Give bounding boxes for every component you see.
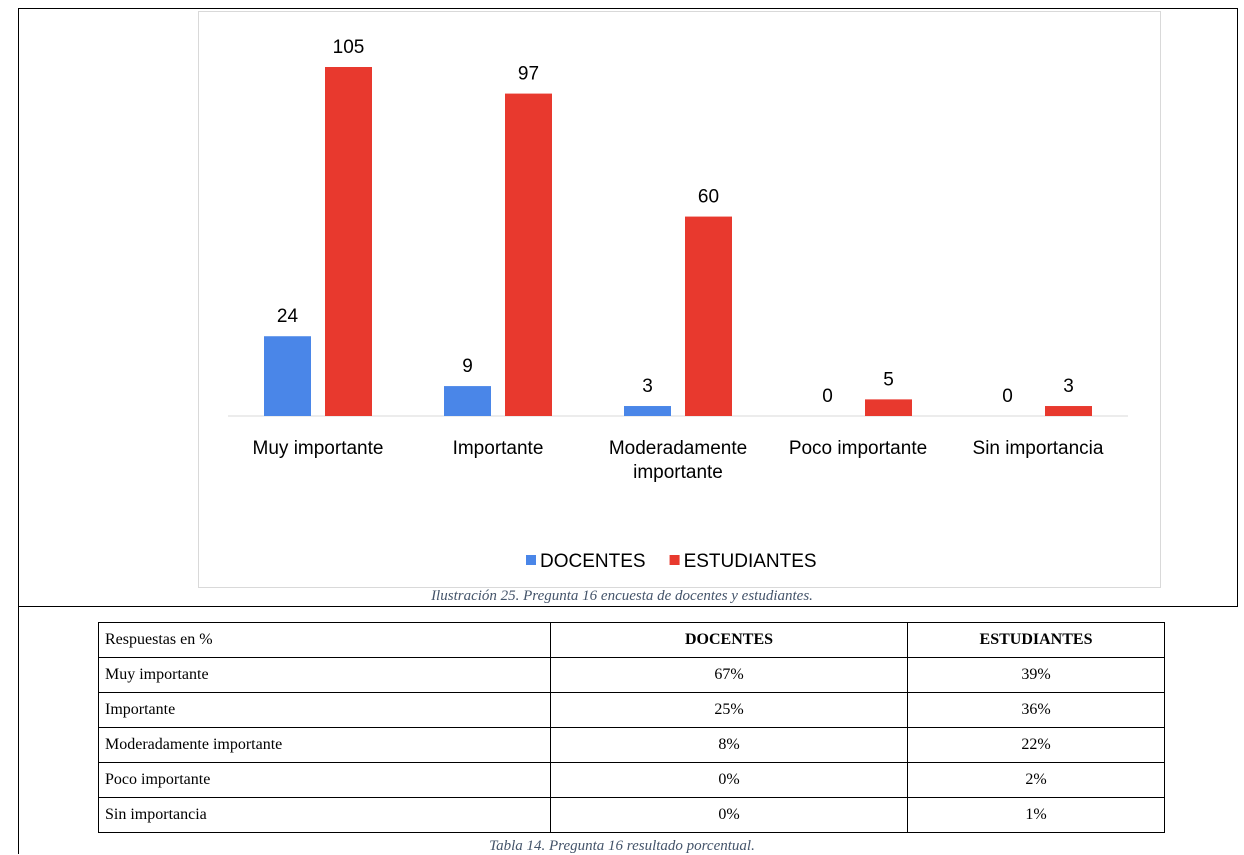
- table-row: Respuestas en % DOCENTES ESTUDIANTES: [98, 622, 1165, 658]
- data-label: 0: [1002, 386, 1013, 407]
- table-cell: DOCENTES: [550, 622, 908, 658]
- data-label: 3: [1063, 376, 1074, 397]
- bar: [624, 406, 671, 416]
- table-cell: 36%: [907, 692, 1165, 728]
- table-row: Muy importante 67% 39%: [98, 657, 1165, 693]
- table-cell: 8%: [550, 727, 908, 763]
- table-cell: 0%: [550, 762, 908, 798]
- table-cell: Importante: [98, 692, 551, 728]
- bar: [444, 386, 491, 416]
- table-cell: Sin importancia: [98, 797, 551, 833]
- legend-label: ESTUDIANTES: [684, 551, 817, 572]
- table-cell: 2%: [907, 762, 1165, 798]
- table-cell: 1%: [907, 797, 1165, 833]
- table-cell: 25%: [550, 692, 908, 728]
- data-label: 60: [698, 187, 719, 208]
- table-caption: Tabla 14. Pregunta 16 resultado porcentu…: [489, 838, 755, 854]
- table-cell: Moderadamente importante: [98, 727, 551, 763]
- bar: [264, 336, 311, 416]
- x-tick-label: Importante: [453, 438, 544, 459]
- x-tick-label: Muy importante: [253, 438, 384, 459]
- figure-caption: Ilustración 25. Pregunta 16 encuesta de …: [431, 588, 813, 604]
- bar: [505, 93, 552, 416]
- table-cell: 22%: [907, 727, 1165, 763]
- legend-label: DOCENTES: [540, 551, 646, 572]
- table: Respuestas en % DOCENTES ESTUDIANTES Muy im…: [98, 622, 1165, 833]
- table-cell: Respuestas en %: [98, 622, 551, 658]
- data-label: 24: [277, 306, 299, 327]
- data-label: 5: [883, 369, 894, 390]
- legend-swatch: [526, 555, 536, 565]
- table-cell: Muy importante: [98, 657, 551, 693]
- x-tick-label: Sin importancia: [973, 438, 1104, 459]
- x-tick-label-line: importante: [633, 462, 723, 483]
- legend-swatch: [669, 555, 680, 565]
- table-cell: 39%: [907, 657, 1165, 693]
- bar: [685, 216, 732, 416]
- table-cell: 0%: [550, 797, 908, 833]
- table-row: Poco importante 0% 2%: [98, 762, 1165, 798]
- data-label: 105: [333, 37, 365, 58]
- table-cell: ESTUDIANTES: [907, 622, 1165, 658]
- table-row: Sin importancia 0% 1%: [98, 797, 1165, 833]
- table-cell: 67%: [550, 657, 908, 693]
- data-label: 9: [462, 356, 473, 377]
- x-tick-label-line: Moderadamente: [609, 438, 747, 459]
- frame: [18, 8, 1238, 607]
- table-row: Importante 25% 36%: [98, 692, 1165, 728]
- bar: [1045, 406, 1092, 416]
- table-row: Moderadamente importante 8% 22%: [98, 727, 1165, 763]
- table-cell: Poco importante: [98, 762, 551, 798]
- x-tick-label: Moderadamente importante: [609, 438, 747, 483]
- bar: [325, 67, 372, 416]
- data-label: 0: [822, 386, 833, 407]
- data-label: 97: [518, 64, 539, 85]
- frame-left: [18, 605, 19, 854]
- bar: [865, 399, 912, 416]
- data-label: 3: [642, 376, 653, 397]
- x-tick-label: Poco importante: [789, 438, 927, 459]
- chart: 24 105 Muy importante 9 97 Importante 3 60 Moder…: [198, 11, 1161, 588]
